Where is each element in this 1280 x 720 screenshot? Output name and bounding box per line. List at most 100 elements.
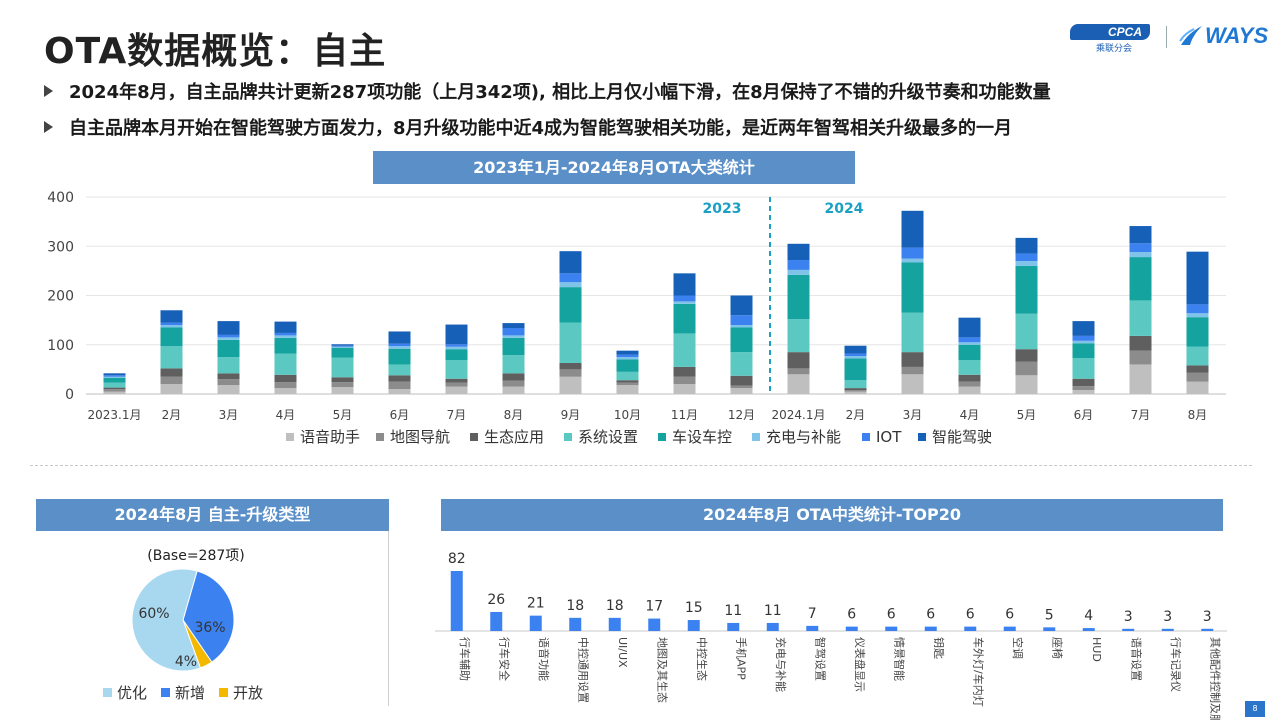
bar-segment [901, 366, 924, 375]
top20-category-label: 地图及其生态 [655, 637, 669, 703]
legend-label: 开放 [233, 684, 264, 702]
bar-segment [274, 337, 297, 354]
top20-category-label: 仪表盘显示 [853, 637, 867, 692]
legend-label: IOT [876, 428, 902, 446]
top20-value-label: 4 [1084, 608, 1093, 624]
top20-value-label: 5 [1045, 607, 1054, 623]
bar-segment [445, 349, 468, 361]
top20-category-label: 智驾设置 [813, 637, 827, 681]
cpca-logo-subtitle: 乘联分会 [1096, 44, 1133, 54]
bar-segment [958, 381, 981, 387]
x-tick-label: 3月 [903, 408, 923, 422]
bar-segment [673, 303, 696, 334]
y-tick-label: 100 [47, 338, 74, 354]
bullet-triangle-icon [44, 85, 53, 97]
legend-swatch [752, 433, 760, 441]
pie-base-label: (Base=287项) [147, 548, 245, 564]
x-tick-label: 4月 [276, 408, 296, 422]
bar-segment [388, 346, 411, 349]
bar-segment [616, 382, 639, 386]
ways-swoosh-icon [1179, 26, 1202, 45]
bar-segment [958, 360, 981, 375]
bar-segment [673, 273, 696, 296]
top20-category-label: 钥匙 [932, 637, 946, 659]
top20-bar [806, 625, 819, 631]
bar-segment [559, 251, 582, 274]
bar-segment [1015, 375, 1038, 394]
top20-category-label: 车外灯/车内灯 [971, 637, 985, 707]
bar-segment [1186, 372, 1209, 382]
bar-segment [1015, 349, 1038, 362]
legend-label: 车设车控 [672, 428, 732, 446]
bar-segment [502, 386, 525, 394]
x-tick-label: 10月 [614, 408, 641, 422]
bar-segment [559, 376, 582, 394]
x-tick-label: 9月 [561, 408, 581, 422]
bar-segment [274, 332, 297, 336]
bar-segment [901, 210, 924, 248]
cpca-logo-mark: CPCA [1070, 24, 1150, 40]
bar-segment [1072, 343, 1095, 359]
bar-segment [730, 295, 753, 316]
bar-segment [730, 327, 753, 353]
bar-segment [673, 333, 696, 367]
bar-segment [445, 386, 468, 394]
bar-segment [844, 380, 867, 389]
bar-segment [787, 260, 810, 270]
bar-segment [616, 385, 639, 394]
bar-segment [160, 368, 183, 377]
top20-category-label: 中控通用设置 [576, 637, 590, 703]
bar-segment [844, 388, 867, 391]
bar-segment [844, 391, 867, 394]
bar-segment [1015, 313, 1038, 350]
top20-value-label: 6 [926, 607, 935, 623]
x-tick-label: 5月 [333, 408, 353, 422]
x-tick-label: 12月 [728, 408, 755, 422]
top20-value-label: 3 [1203, 609, 1212, 625]
top20-category-label: 情景智能 [892, 637, 906, 681]
bullet-text-2: 自主品牌本月开始在智能驾驶方面发力，8月升级功能中近4成为智能驾驶相关功能，是近… [69, 118, 1013, 139]
bar-segment [1072, 321, 1095, 336]
top20-category-label: 中控生态 [695, 637, 709, 681]
top20-bar [529, 615, 542, 631]
bar-segment [103, 382, 126, 388]
bar-segment [331, 387, 354, 394]
bar-segment [616, 380, 639, 383]
bar-segment [901, 374, 924, 394]
bar-segment [445, 378, 468, 383]
top20-bar [1082, 628, 1095, 631]
bar-segment [1072, 358, 1095, 379]
legend-item-open: 开放 [219, 682, 263, 703]
bar-segment [958, 374, 981, 382]
pie-slice-optimize [131, 568, 202, 672]
top20-bar [885, 626, 898, 631]
bar-segment [502, 335, 525, 338]
bar-segment [1015, 237, 1038, 254]
bar-segment [502, 337, 525, 356]
top20-category-label: 充电与补能 [774, 637, 788, 692]
legend-item-new: 新增 [161, 682, 205, 703]
bar-segment [388, 375, 411, 382]
top20-value-label: 3 [1124, 609, 1133, 625]
bar-segment [502, 328, 525, 336]
x-tick-label: 2024.1月 [772, 408, 826, 422]
bar-segment [502, 323, 525, 329]
x-tick-label: 7月 [1131, 408, 1151, 422]
pie-slice-new [182, 570, 235, 663]
page-number: 8 [1245, 701, 1265, 717]
y-tick-label: 400 [47, 190, 74, 206]
x-tick-label: 4月 [960, 408, 980, 422]
top20-value-label: 17 [645, 599, 663, 615]
bar-segment [1186, 313, 1209, 318]
bar-segment [1129, 350, 1152, 365]
bar-segment [616, 359, 639, 372]
bar-segment [787, 274, 810, 320]
y-tick-label: 200 [47, 289, 74, 305]
x-tick-label: 2023.1月 [88, 408, 142, 422]
cpca-logo: CPCA 乘联分会 [1070, 24, 1150, 54]
legend-swatch [862, 433, 870, 441]
top20-category-label: UI/UX [616, 637, 629, 668]
top20-chart-title: 2024年8月 OTA中类统计-TOP20 [441, 499, 1223, 531]
bar-segment [445, 346, 468, 350]
top20-bar [727, 622, 740, 631]
